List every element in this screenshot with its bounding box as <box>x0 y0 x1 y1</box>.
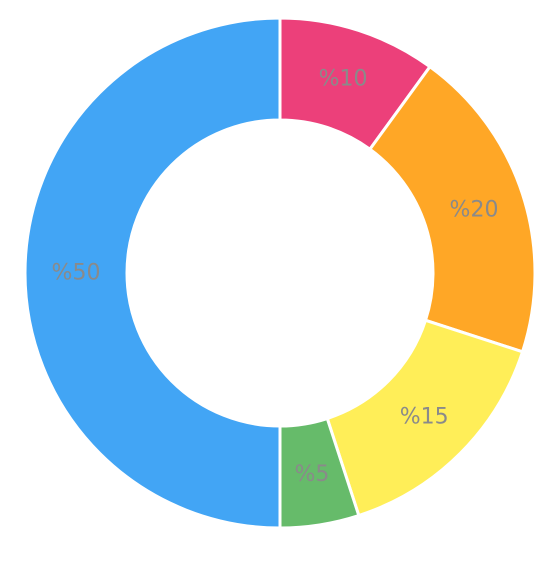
labels-layer: %10 %20 %15 %5 %50 <box>52 66 499 487</box>
slice-15 <box>325 318 525 518</box>
slices-layer <box>23 16 537 530</box>
slice-20 <box>367 64 537 354</box>
slice-label-10: %10 <box>319 66 368 91</box>
slice-label-20: %20 <box>450 197 499 222</box>
slice-50 <box>23 16 282 530</box>
slice-label-50: %50 <box>52 261 101 286</box>
slice-label-15: %15 <box>400 405 449 430</box>
slice-label-5: %5 <box>294 462 329 487</box>
